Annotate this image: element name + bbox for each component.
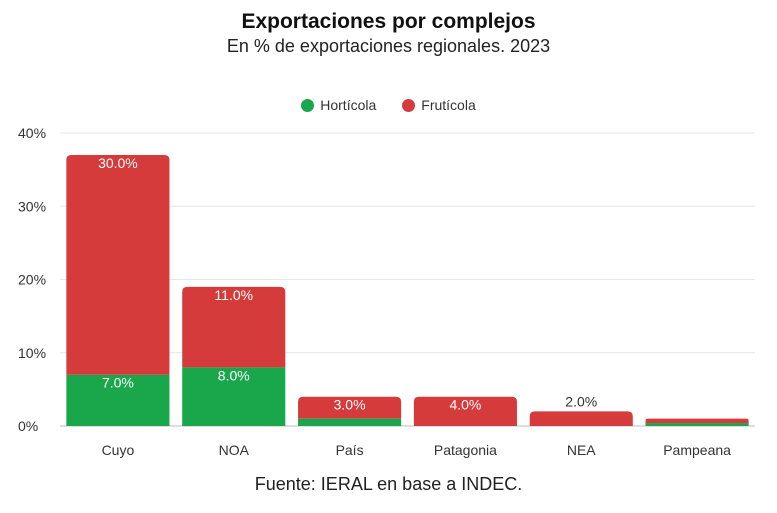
chart-subtitle: En % de exportaciones regionales. 2023 [226, 36, 551, 56]
bar-segment-fruticola [298, 396, 402, 419]
x-category-label: Patagonia [434, 442, 497, 458]
bar-segment-fruticola [529, 411, 633, 426]
legend-label-fruticola: Frutícola [421, 97, 476, 113]
bar-segment-horticola [66, 374, 170, 426]
legend-swatch-fruticola [402, 98, 416, 112]
data-label: 8.0% [218, 367, 250, 383]
x-category-label: País [336, 442, 364, 458]
x-category-label: NEA [567, 442, 596, 458]
x-category-label: NOA [219, 442, 250, 458]
x-category-label: Cuyo [102, 442, 135, 458]
legend-item-fruticola: Frutícola [402, 97, 476, 113]
y-tick-label: 10% [18, 345, 46, 361]
data-label: 2.0% [565, 393, 597, 409]
y-tick-label: 0% [18, 418, 38, 434]
bar-segment-horticola [298, 418, 402, 426]
y-tick-label: 30% [18, 198, 46, 214]
legend-swatch-horticola [301, 98, 315, 112]
data-label: 7.0% [102, 375, 134, 391]
bar-segment-fruticola [645, 418, 749, 424]
legend-label-horticola: Hortícola [320, 97, 377, 113]
legend-item-horticola: Hortícola [301, 97, 376, 113]
data-label: 11.0% [214, 287, 253, 303]
chart-title: Exportaciones por complejos [241, 10, 536, 33]
bar-segment-fruticola [413, 396, 517, 426]
data-label: 3.0% [334, 397, 366, 413]
legend: Hortícola Frutícola [0, 97, 777, 113]
y-tick-label: 40% [18, 125, 46, 141]
data-label: 30.0% [98, 155, 138, 171]
bar-segment-horticola [645, 423, 749, 426]
y-tick-label: 20% [18, 272, 46, 288]
bar-segment-fruticola [66, 154, 170, 375]
bar-segment-horticola [182, 367, 286, 426]
source-note: Fuente: IERAL en base a INDEC. [254, 474, 523, 494]
bar-segment-fruticola [182, 286, 286, 368]
data-label: 4.0% [449, 397, 481, 413]
x-category-label: Pampeana [663, 442, 731, 458]
